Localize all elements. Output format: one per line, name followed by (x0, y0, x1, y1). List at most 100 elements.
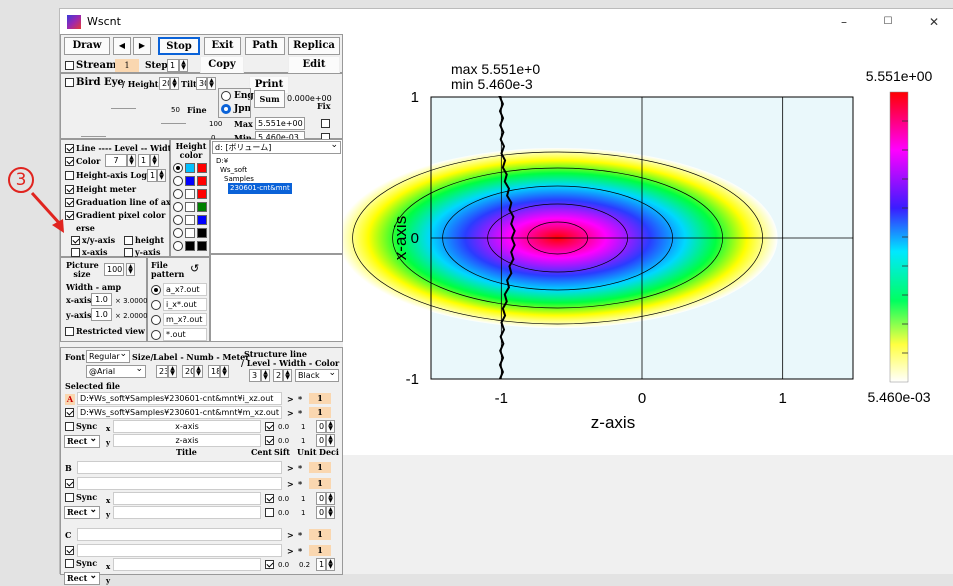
structure-level-value[interactable]: 3 (249, 369, 261, 382)
a-x-deci[interactable]: 0 (316, 420, 326, 433)
b-y-cent[interactable] (265, 508, 274, 517)
tree-item-samples[interactable]: Samples (224, 175, 254, 183)
c-x-unit[interactable]: 0.2 (299, 561, 311, 569)
label-size-spinner[interactable]: ▲ ▼ (194, 365, 203, 378)
print-button[interactable]: Print (249, 76, 289, 94)
minimize-button[interactable]: – (841, 15, 847, 29)
edit-button[interactable]: Edit (288, 56, 340, 74)
min-field[interactable]: 0 (211, 134, 216, 142)
height-meter-checkbox[interactable] (65, 185, 74, 194)
a-y-sift[interactable]: 0.0 (278, 437, 290, 445)
c-x-cent[interactable] (265, 560, 274, 569)
swatch-4b[interactable] (197, 202, 207, 212)
swatch-1[interactable] (185, 163, 195, 173)
file-b2-path[interactable] (77, 477, 282, 490)
color-level[interactable]: 7 (105, 154, 127, 167)
a-x-title[interactable]: x-axis (113, 420, 261, 433)
gradient-checkbox[interactable] (65, 211, 74, 220)
height-checkbox[interactable] (124, 236, 133, 245)
sum-button[interactable]: Sum (254, 90, 285, 108)
tilt-spinner[interactable]: ▲ ▼ (207, 77, 216, 90)
tree-item-ws-soft[interactable]: Ws_soft (220, 166, 248, 174)
color-width-spinner[interactable]: ▲ ▼ (150, 154, 159, 167)
b-x-sift[interactable]: 0.0 (278, 495, 290, 503)
file-b2-browse[interactable]: > (287, 479, 294, 489)
file-b2-star[interactable]: * (298, 479, 303, 489)
c-x-deci[interactable]: 1 (316, 558, 326, 571)
a-x-sift[interactable]: 0.0 (278, 423, 290, 431)
file-b-star[interactable]: * (298, 463, 303, 473)
max-value[interactable]: 5.551e+00 (255, 117, 305, 130)
numb-size-value[interactable]: 18 (208, 365, 220, 378)
xy-axis-checkbox[interactable] (71, 236, 80, 245)
birdeye-checkbox[interactable] (65, 78, 74, 87)
swatch-6[interactable] (185, 228, 195, 238)
c-x-title[interactable] (113, 558, 261, 571)
a-x-unit[interactable]: 1 (301, 423, 306, 431)
height-color-radio-5[interactable] (173, 215, 183, 225)
height-color-radio-1[interactable] (173, 163, 183, 173)
pattern-3[interactable]: m_x?.out (163, 313, 207, 326)
file-c2-num[interactable]: 1 (309, 545, 331, 556)
path-button[interactable]: Path (245, 37, 285, 55)
b-y-title[interactable] (113, 506, 261, 519)
file-c-path[interactable] (77, 528, 282, 541)
font-style-select[interactable]: Regular (86, 349, 130, 363)
rect-a-select[interactable]: Rect (64, 434, 100, 448)
rect-b-select[interactable]: Rect (64, 505, 100, 519)
height-color-radio-4[interactable] (173, 202, 183, 212)
swatch-1b[interactable] (197, 163, 207, 173)
prev-button[interactable]: ◀ (113, 37, 131, 55)
maximize-button[interactable]: ☐ (883, 16, 893, 27)
stream-checkbox[interactable] (65, 61, 74, 70)
replica-button[interactable]: Replica (288, 37, 340, 55)
height-spinner[interactable]: ▲ ▼ (170, 77, 179, 90)
tree-item-selected[interactable]: 230601-cnt&mnt (228, 183, 292, 194)
swatch-6b[interactable] (197, 228, 207, 238)
file-a2-num[interactable]: 1 (309, 407, 331, 418)
fix-max-checkbox[interactable] (321, 119, 330, 128)
pattern-radio-4[interactable] (151, 330, 161, 340)
b-x-deci-spinner[interactable]: ▲ ▼ (326, 492, 335, 505)
b-x-unit[interactable]: 1 (301, 495, 306, 503)
file-c2-browse[interactable]: > (287, 546, 294, 556)
b-y-deci[interactable]: 0 (316, 506, 326, 519)
height-color-radio-6[interactable] (173, 228, 183, 238)
picture-size-spinner[interactable]: ▲ ▼ (126, 263, 135, 276)
file-a-path[interactable]: D:¥Ws_soft¥Samples¥230601-cnt&mnt¥i_xz.o… (77, 392, 282, 405)
label-size-value[interactable]: 20 (182, 365, 194, 378)
graduation-checkbox[interactable] (65, 198, 74, 207)
stop-button[interactable]: Stop (158, 37, 200, 55)
file-b-num[interactable]: 1 (309, 462, 331, 473)
font-size-spinner[interactable]: ▲ ▼ (168, 365, 177, 378)
a-x-deci-spinner[interactable]: ▲ ▼ (326, 420, 335, 433)
copy-button[interactable]: Copy (200, 56, 244, 74)
numb-size-spinner[interactable]: ▲ ▼ (220, 365, 229, 378)
file-b-browse[interactable]: > (287, 463, 294, 473)
color-level-spinner[interactable]: ▲ ▼ (127, 154, 136, 167)
structure-width-spinner[interactable]: ▲ ▼ (283, 369, 292, 382)
structure-level-spinner[interactable]: ▲ ▼ (261, 369, 270, 382)
b-x-title[interactable] (113, 492, 261, 505)
lang-eng-radio[interactable] (221, 91, 231, 101)
file-b-path[interactable] (77, 461, 282, 474)
b-x-cent[interactable] (265, 494, 274, 503)
sync-a-checkbox[interactable] (65, 422, 74, 431)
line-checkbox[interactable] (65, 144, 74, 153)
x-axis-value[interactable]: 1.0 (91, 293, 112, 306)
drive-select[interactable]: d: [ボリューム] (212, 140, 341, 154)
height-axis-log-value[interactable]: 1 (147, 169, 157, 182)
b-y-sift[interactable]: 0.0 (278, 509, 290, 517)
next-button[interactable]: ▶ (133, 37, 151, 55)
a-y-deci-spinner[interactable]: ▲ ▼ (326, 434, 335, 447)
fine-value[interactable]: 50 (171, 106, 180, 114)
a-y-title[interactable]: z-axis (113, 434, 261, 447)
restricted-checkbox[interactable] (65, 327, 74, 336)
stream-value[interactable]: 1 (115, 59, 139, 72)
a-y-deci[interactable]: 0 (316, 434, 326, 447)
y-axis-value[interactable]: 1.0 (91, 308, 112, 321)
structure-color-select[interactable]: Black (295, 368, 339, 382)
close-button[interactable]: ✕ (928, 15, 940, 29)
height-axis-log-spinner[interactable]: ▲ ▼ (157, 169, 166, 182)
file-c-browse[interactable]: > (287, 530, 294, 540)
